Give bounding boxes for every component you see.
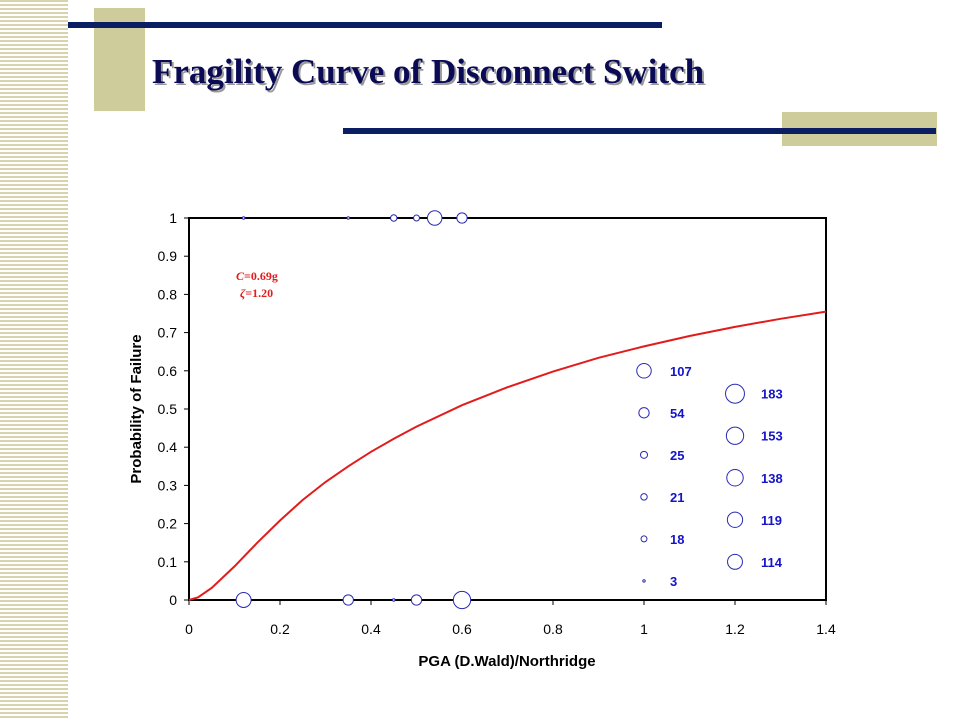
y-tick-label: 0.5	[158, 401, 178, 417]
dispersion-param-label: ζ=1.20	[240, 286, 273, 300]
y-tick-label: 0.9	[158, 248, 178, 264]
data-point	[413, 214, 420, 222]
y-tick-label: 0.2	[158, 516, 178, 532]
legend-marker	[726, 469, 744, 487]
y-tick-label: 0	[169, 592, 177, 608]
legend-marker	[727, 553, 743, 570]
data-point	[390, 214, 398, 222]
data-point	[346, 216, 350, 220]
legend-marker	[638, 407, 650, 419]
data-point	[392, 598, 396, 602]
data-point	[241, 216, 246, 220]
fragility-curve	[188, 310, 827, 601]
y-tick-label: 0.7	[158, 325, 178, 341]
title-underline-bar	[343, 128, 936, 134]
y-tick-label: 0.4	[158, 439, 178, 455]
x-axis-title: PGA (D.Wald)/Northridge	[418, 653, 595, 670]
legend-label: 18	[670, 532, 684, 547]
legend-label: 153	[761, 429, 783, 444]
legend-label: 54	[670, 406, 685, 421]
legend-label: 114	[761, 555, 783, 570]
legend-label: 107	[670, 364, 692, 379]
legend-label: 119	[761, 513, 782, 528]
x-tick-label: 0.6	[452, 621, 472, 637]
x-tick-label: 0.4	[361, 621, 381, 637]
data-point	[452, 590, 472, 610]
y-axis-title: Probability of Failure	[128, 334, 145, 483]
data-points	[235, 210, 472, 610]
x-tick-label: 1.2	[725, 621, 745, 637]
top-accent-bar	[68, 22, 662, 28]
legend-marker	[725, 383, 745, 404]
legend-marker	[642, 579, 646, 583]
legend-label: 25	[670, 448, 684, 463]
legend-marker	[640, 493, 648, 501]
legend-marker	[636, 363, 652, 379]
plot-frame	[188, 217, 827, 601]
x-tick-label: 0.2	[270, 621, 290, 637]
y-tick-label: 0.6	[158, 363, 178, 379]
x-tick-label: 0.8	[543, 621, 563, 637]
x-tick-label: 0	[185, 621, 193, 637]
x-tick-label: 1	[640, 621, 648, 637]
data-point	[235, 592, 252, 608]
legend-marker	[726, 511, 744, 528]
legend-label: 138	[761, 471, 783, 486]
data-point	[410, 594, 423, 606]
y-tick-label: 1	[169, 210, 177, 226]
x-axis: 0 0.2 0.4 0.6 0.8 1 1.2 1.4	[185, 600, 836, 637]
left-stripe-border	[0, 0, 68, 720]
x-tick-label: 1.4	[816, 621, 836, 637]
legend-marker	[640, 535, 648, 543]
legend-label: 183	[761, 387, 783, 402]
data-point	[456, 212, 468, 224]
y-tick-label: 0.8	[158, 286, 178, 302]
y-tick-label: 0.3	[158, 477, 178, 493]
data-point	[426, 210, 443, 226]
data-point	[342, 594, 354, 606]
legend-label: 21	[670, 490, 684, 505]
legend-marker	[640, 450, 648, 459]
median-param-label: C=0.69g	[236, 269, 278, 283]
y-tick-label: 0.1	[158, 554, 178, 570]
legend-marker	[725, 426, 745, 445]
y-axis: 0 0.1 0.2 0.3 0.4 0.5 0.6 0.7 0.8 0.9 1	[158, 210, 189, 608]
legend-label: 3	[670, 574, 677, 589]
slide-title: Fragility Curve of Disconnect Switch	[152, 52, 705, 91]
